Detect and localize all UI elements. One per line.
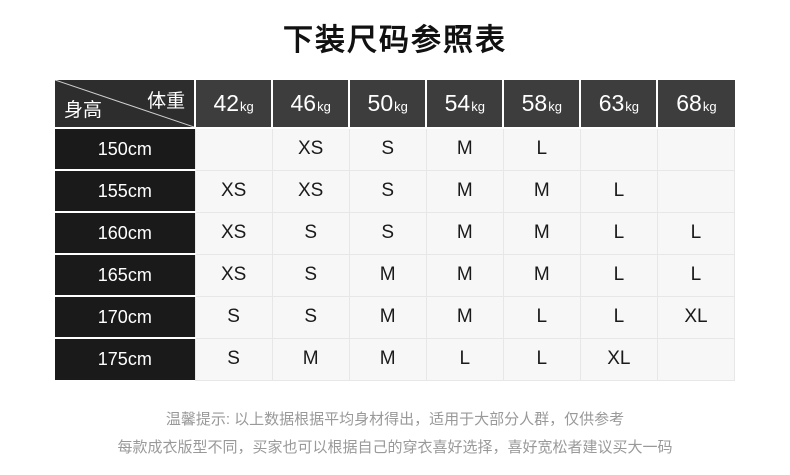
weight-unit: kg [471,99,485,114]
weight-header-63kg: 63kg [579,80,658,128]
size-cell: S [348,211,427,255]
height-label: 160cm [55,211,196,254]
table-row-160cm: 160cm XS S S M M L L [55,211,736,255]
size-cell: M [425,169,504,213]
size-cell: XL [579,337,658,381]
weight-unit: kg [625,99,640,114]
weight-unit: kg [548,99,562,114]
size-cell: M [425,295,504,339]
height-axis-label: 身高 [64,100,103,121]
size-cell: M [348,253,427,297]
table-row-155cm: 155cm XS XS S M M L [55,169,736,213]
table-row-150cm: 150cm XS S M L [55,127,736,171]
size-cell: XL [656,295,736,339]
size-cell: XS [194,169,273,213]
diagonal-line [55,80,194,127]
weight-header-row: 体重 身高 42kg 46kg 50kg 54kg 58kg 63kg 68kg [55,80,735,128]
size-cell: M [502,169,581,213]
weight-value: 58 [521,90,548,116]
size-cell: M [425,253,504,297]
size-cell: S [271,211,350,255]
weight-value: 63 [598,90,625,116]
size-cell: S [194,337,273,381]
weight-axis-label: 体重 [147,91,186,112]
size-cell: L [579,253,658,297]
weight-unit: kg [394,99,408,114]
weight-value: 68 [676,90,702,116]
weight-header-46kg: 46kg [271,80,350,128]
size-cell: M [348,295,427,339]
weight-header-68kg: 68kg [656,80,735,128]
weight-value: 50 [367,90,394,116]
weight-unit: kg [317,99,331,114]
size-cell: S [271,253,350,297]
weight-header-50kg: 50kg [348,80,427,128]
size-cell: M [425,211,504,255]
size-cell: XS [194,211,273,255]
footer-note: 温馨提示: 以上数据根据平均身材得出，适用于大部分人群，仅供参考 每款成衣版型不… [0,406,790,462]
size-cell: S [271,295,350,339]
size-cell: L [502,127,581,171]
footer-note-line1: 温馨提示: 以上数据根据平均身材得出，适用于大部分人群，仅供参考 [165,410,625,428]
size-reference-table: 体重 身高 42kg 46kg 50kg 54kg 58kg 63kg 68kg 150cm… [55,80,736,381]
size-cell: XS [194,253,273,297]
size-cell: S [348,127,427,171]
table-row-175cm: 175cm S M M L L XL [55,337,736,381]
size-cell: S [348,169,427,213]
weight-value: 42 [213,90,240,116]
weight-header-42kg: 42kg [194,80,273,128]
size-cell: M [348,337,427,381]
size-cell: L [656,211,736,255]
size-cell: M [502,253,581,297]
height-label: 150cm [55,127,196,170]
size-cell: L [579,295,658,339]
height-label: 175cm [55,337,196,380]
weight-header-58kg: 58kg [502,80,581,128]
table-row-165cm: 165cm XS S M M M L L [55,253,736,297]
size-cell: XS [271,127,350,171]
size-cell [656,337,736,381]
size-cell [656,169,736,213]
weight-value: 54 [444,90,471,116]
size-cell: L [502,295,581,339]
size-cell [656,127,736,171]
size-cell: XS [271,169,350,213]
size-cell: S [194,295,273,339]
footer-note-line2: 每款成衣版型不同，买家也可以根据自己的穿衣喜好选择，喜好宽松者建议买大一码 [117,438,673,456]
size-cell: M [425,127,504,171]
size-cell: M [502,211,581,255]
corner-cell: 体重 身高 [55,80,196,128]
size-cell: L [579,169,658,213]
page-title: 下装尺码参照表 [283,24,507,57]
height-label: 170cm [55,295,196,338]
weight-header-54kg: 54kg [425,80,504,128]
weight-value: 46 [290,90,317,116]
size-cell: L [579,211,658,255]
size-cell: M [271,337,350,381]
weight-unit: kg [702,99,717,114]
height-label: 165cm [55,253,196,296]
size-cell: L [656,253,736,297]
size-cell: L [425,337,504,381]
size-cell [579,127,658,171]
table-row-170cm: 170cm S S M M L L XL [55,295,736,339]
size-cell [194,127,273,171]
size-table-body: 150cm XS S M L 155cm XS XS S M M L 160cm XS S S M M L L 165c… [55,127,736,381]
size-cell: L [502,337,581,381]
height-label: 155cm [55,169,196,212]
weight-unit: kg [240,99,254,114]
